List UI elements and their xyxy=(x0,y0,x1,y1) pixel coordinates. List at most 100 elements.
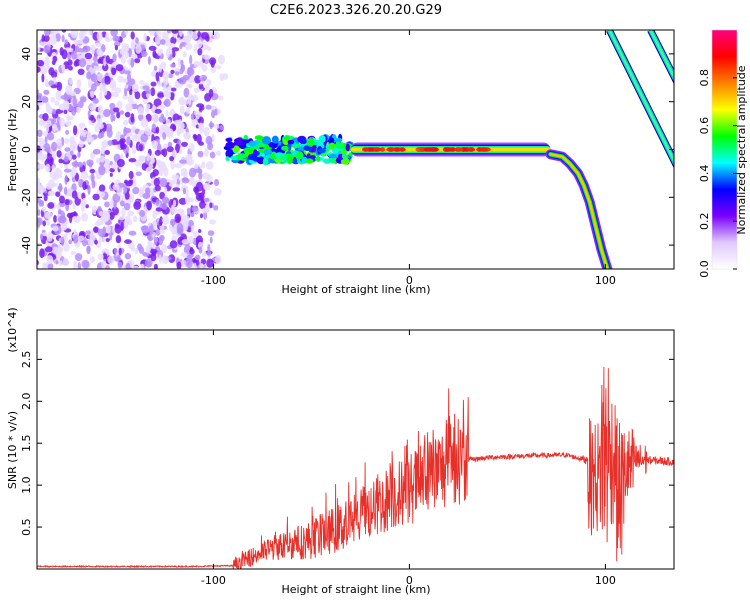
spectrogram-noise-blob xyxy=(124,51,130,59)
spectrogram-noisy-band-blob xyxy=(303,145,313,152)
spectrogram-noise-blob xyxy=(174,213,182,224)
spectrogram-bending-curve xyxy=(549,153,609,269)
spectrogram-noise-blob xyxy=(51,165,55,170)
spectrogram-noise-blob xyxy=(183,87,190,98)
spectrogram-noise-blob xyxy=(188,235,194,244)
spectrogram-noise-blob xyxy=(109,79,117,89)
spectrogram-noisy-band-blob xyxy=(230,155,238,161)
spectrogram-noise-blob xyxy=(185,107,191,114)
spectrogram-noise-blob xyxy=(124,191,130,200)
spectrogram-noise-blob xyxy=(180,59,184,66)
spectrogram-noise-blob xyxy=(158,254,162,264)
spectrogram-noise-blob xyxy=(155,199,160,206)
spectrogram-noise-blob xyxy=(189,143,195,152)
spectrogram-noise-blob xyxy=(37,66,41,73)
spectrogram-noisy-band-blob xyxy=(286,155,293,165)
spectrogram-noise-blob xyxy=(116,158,125,168)
spectrogram-noise-blob xyxy=(43,131,48,137)
spectrogram-noise-blob xyxy=(176,223,184,233)
spectrogram-noise-blob xyxy=(64,199,70,205)
snr-plot-area xyxy=(37,366,674,569)
spectrogram-noise-blob xyxy=(162,85,167,91)
spectrogram-noise-blob xyxy=(37,129,43,137)
spectrogram-noise-blob xyxy=(43,34,50,42)
spectrogram-noise-blob xyxy=(207,244,211,252)
spectrogram-noise-blob xyxy=(151,123,157,133)
spectrogram-noise-blob xyxy=(37,163,45,170)
spectrogram-noise-blob xyxy=(158,64,162,73)
spectrogram-noise-blob xyxy=(198,122,204,130)
spectrogram-noise-blob xyxy=(152,169,159,177)
spectrogram-noisy-band-blob xyxy=(261,136,272,145)
spectrogram-noise-blob xyxy=(152,50,157,59)
spectrogram-noise-blob xyxy=(144,258,153,268)
spectrogram-noise-blob xyxy=(146,153,150,162)
spectrogram-noise-blob xyxy=(60,94,69,100)
spectrogram-noise-blob xyxy=(63,109,68,114)
spectrogram-noise-blob xyxy=(37,59,45,67)
spectrogram-noise-blob xyxy=(61,64,66,70)
spectrogram-noise-blob xyxy=(74,45,80,53)
spectrogram-noise-blob xyxy=(147,233,152,240)
spectrogram-aliased-line xyxy=(649,30,674,80)
spectrogram-noise-blob xyxy=(174,71,180,76)
spectrogram-noise-blob xyxy=(157,104,166,110)
spectrogram-noisy-band-blob xyxy=(257,143,264,148)
spectrogram-noise-blob xyxy=(161,202,168,210)
spectrogram-noise-blob xyxy=(103,109,111,117)
spectrogram-noise-blob xyxy=(150,157,155,164)
spectrogram-noisy-band-blob xyxy=(318,148,326,154)
spectrogram-noise-blob xyxy=(219,73,225,82)
spectrogram-noisy-band-blob xyxy=(247,154,258,161)
spectrogram-xtick-label: 100 xyxy=(595,274,616,287)
spectrogram-noise-blob xyxy=(190,225,194,234)
spectrogram-noise-blob xyxy=(162,215,170,226)
spectrogram-noise-blob xyxy=(48,67,55,76)
spectrogram-noisy-band-blob xyxy=(263,149,272,155)
spectrogram-noise-blob xyxy=(172,149,177,159)
spectrogram-panel: -100 0 100 -40 -20 0 20 40 Height of straight l… xyxy=(6,29,675,296)
spectrogram-noise-blob xyxy=(85,230,91,235)
spectrogram-noise-blob xyxy=(176,261,182,269)
snr-xlabel: Height of straight line (km) xyxy=(281,583,430,596)
spectrogram-noise-blob xyxy=(99,191,106,198)
spectrogram-ticks: -100 0 100 -40 -20 0 20 40 xyxy=(20,30,674,287)
spectrogram-noise-blob xyxy=(153,98,162,107)
spectrogram-noise-blob xyxy=(125,103,133,112)
spectrogram-noise-blob xyxy=(153,177,160,187)
spectrogram-noise-blob xyxy=(130,42,136,50)
spectrogram-noise-blob xyxy=(55,260,59,265)
spectrogram-noise-blob xyxy=(154,184,161,192)
spectrogram-noise-blob xyxy=(39,66,48,75)
spectrogram-noise-blob xyxy=(104,150,110,155)
spectrogram-noise-blob xyxy=(78,30,86,40)
spectrogram-noise-blob xyxy=(46,132,55,141)
spectrogram-noise-blob xyxy=(96,48,103,56)
spectrogram-noise-blob xyxy=(93,55,98,63)
colorbar-tick-label: 0.4 xyxy=(698,165,711,183)
spectrogram-noise-blob xyxy=(140,118,149,128)
spectrogram-noisy-band-blob xyxy=(328,142,336,150)
spectrogram-noise-blob xyxy=(131,83,139,93)
spectrogram-noise-blob xyxy=(49,35,57,46)
spectrogram-noise-blob xyxy=(207,249,212,258)
spectrogram-noise-blob xyxy=(63,168,72,173)
spectrogram-aliased-line xyxy=(608,30,674,164)
spectrogram-noise-blob xyxy=(138,144,144,152)
spectrogram-ytick-label: -20 xyxy=(20,188,33,206)
spectrogram-noise-blob xyxy=(58,158,63,164)
spectrogram-noise-blob xyxy=(105,55,111,64)
spectrogram-noise-blob xyxy=(171,30,179,34)
spectrogram-noise-blob xyxy=(37,246,40,252)
spectrogram-noise-blob xyxy=(193,60,201,68)
spectrogram-noise-blob xyxy=(196,39,203,49)
spectrogram-noise-blob xyxy=(217,95,224,101)
spectrogram-noise-blob xyxy=(115,235,122,244)
spectrogram-noise-blob xyxy=(46,235,53,242)
spectrogram-noise-blob xyxy=(148,242,157,249)
spectrogram-noise-blob xyxy=(45,182,53,190)
spectrogram-noise-blob xyxy=(201,207,209,214)
spectrogram-noise-blob xyxy=(157,249,164,259)
spectrogram-noise-blob xyxy=(116,111,121,119)
spectrogram-noise-blob xyxy=(110,139,119,146)
